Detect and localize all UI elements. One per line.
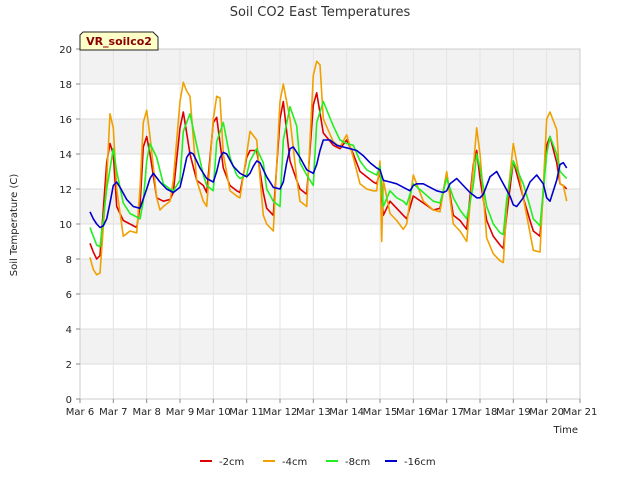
legend-label: -4cm [282,457,307,468]
series-layer [89,60,568,276]
y-axis-title: Soil Temperature (C) [9,174,20,277]
x-tick-label: Mar 14 [329,407,364,418]
x-tick-label: Mar 13 [296,407,331,418]
x-tick-label: Mar 6 [66,407,94,418]
legend-label: -2cm [219,457,244,468]
background-band [80,49,580,84]
y-tick-label: 16 [59,115,72,126]
site-badge: VR_soilco2 [79,31,159,51]
y-tick-label: 2 [66,360,72,371]
x-tick-label: Mar 20 [529,407,564,418]
x-tick-label: Mar 8 [132,407,160,418]
legend-label: -16cm [404,457,436,468]
series-line-16cm [89,139,568,229]
badge-label: VR_soilco2 [86,35,152,48]
series-line-4cm [89,60,568,276]
x-tick-label: Mar 7 [99,407,127,418]
x-tick-label: Mar 19 [496,407,531,418]
y-tick-label: 4 [66,325,72,336]
background-band [80,259,580,294]
x-tick-label: Mar 12 [263,407,298,418]
x-tick-label: Mar 9 [166,407,194,418]
background-band [80,329,580,364]
x-tick-label: Mar 18 [463,407,498,418]
x-tick-label: Mar 10 [196,407,231,418]
legend-item: -16cm [385,457,436,468]
x-tick-label: Mar 17 [429,407,464,418]
chart-title: Soil CO2 East Temperatures [230,5,411,20]
y-tick-label: 6 [66,290,72,301]
y-tick-label: 12 [59,185,72,196]
legend-item: -8cm [326,457,370,468]
y-tick-label: 20 [59,45,72,56]
x-axis-title: Time [553,425,578,436]
series-line-2cm [89,92,568,260]
series-line-8cm [89,100,568,248]
legend: -2cm -4cm -8cm -16cm [200,457,436,468]
x-tick-label: Mar 11 [229,407,264,418]
y-tick-label: 10 [59,220,72,231]
legend-item: -4cm [263,457,307,468]
y-axis-ticks: 0 2 4 6 8 10 12 14 16 18 20 [59,45,80,406]
x-tick-label: Mar 15 [363,407,398,418]
y-tick-label: 14 [59,150,72,161]
x-tick-label: Mar 21 [563,407,598,418]
legend-label: -8cm [345,457,370,468]
x-tick-label: Mar 16 [396,407,431,418]
legend-item: -2cm [200,457,244,468]
background-band [80,119,580,154]
y-tick-label: 0 [66,395,72,406]
y-tick-label: 8 [66,255,72,266]
badge-box [79,31,159,51]
y-tick-label: 18 [59,80,72,91]
